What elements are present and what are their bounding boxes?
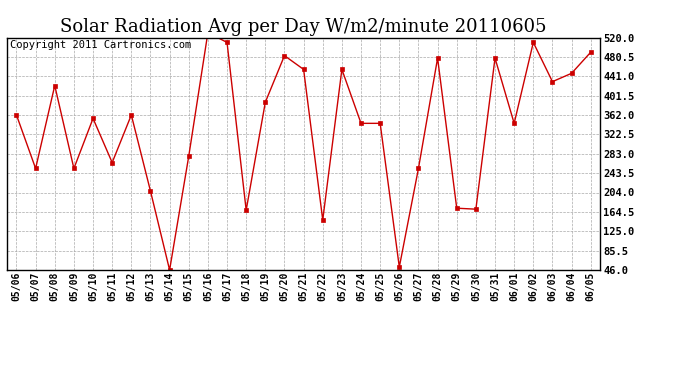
Text: Copyright 2011 Cartronics.com: Copyright 2011 Cartronics.com bbox=[10, 40, 191, 50]
Title: Solar Radiation Avg per Day W/m2/minute 20110605: Solar Radiation Avg per Day W/m2/minute … bbox=[60, 18, 547, 36]
